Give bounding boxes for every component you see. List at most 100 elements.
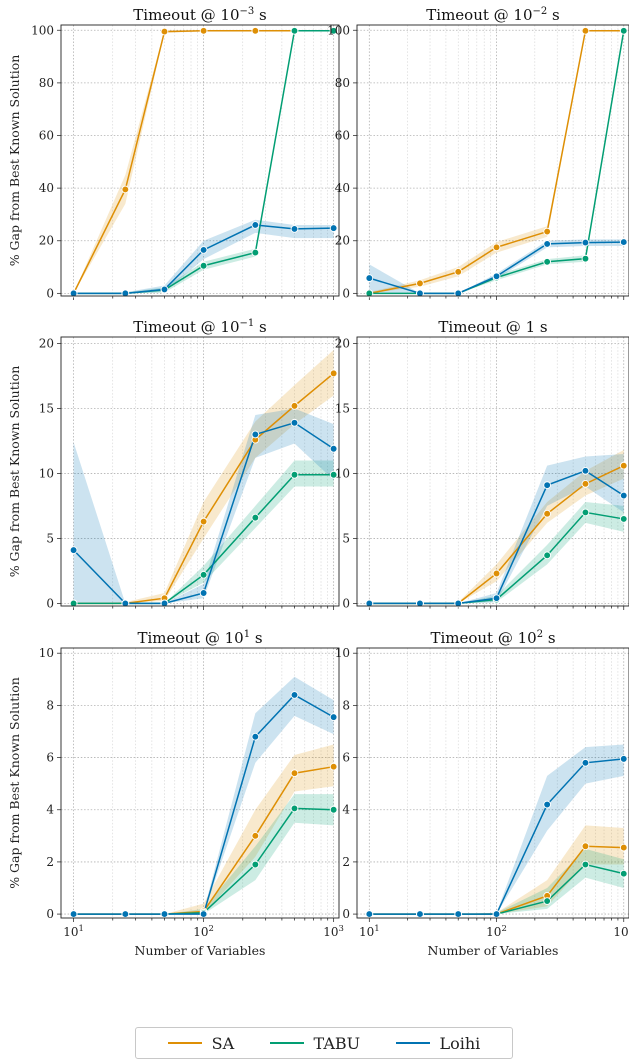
panel-3: 0 5 10 15 20 Timeout @ 10−1 s % Gap from Best … [7,318,340,610]
band-sa [73,349,334,604]
panel-4: 0 5 10 15 20 Timeout @ 1 s [335,318,629,610]
panel-title: Timeout @ 10−2 s [426,6,559,24]
point-tabu [365,289,374,298]
point-tabu [199,570,208,579]
point-loihi [619,238,628,246]
y-axis-label: % Gap from Best Known Solution [7,55,22,267]
point-loihi [454,289,463,298]
band-tabu [73,794,334,915]
point-sa [581,26,590,35]
axes-frame [356,24,629,297]
y-axis-label: % Gap from Best Known Solution [7,677,22,889]
point-tabu [581,254,590,263]
y-tick-label: 10 [335,466,350,480]
point-sa [290,769,299,778]
point-loihi [454,599,463,608]
y-tick-label: 8 [342,698,350,712]
point-loihi [69,546,78,554]
point-loihi [329,224,338,232]
axes-frame [60,24,340,297]
point-loihi [199,910,208,918]
legend-label-sa: SA [211,1033,235,1053]
point-loihi [365,910,374,918]
point-loihi [543,800,552,809]
x-tick-label: 101 [63,924,84,939]
band-sa [73,744,334,915]
y-tick-label: 15 [335,401,350,415]
point-loihi [160,285,169,294]
point-sa [454,267,463,276]
legend: SA TABU Loihi [135,1027,513,1059]
point-tabu [251,513,260,522]
plot-area [369,744,624,915]
y-tick-label: 6 [342,751,350,765]
point-sa [581,479,590,488]
point-tabu [581,860,590,869]
point-loihi [416,599,424,608]
panel-title: Timeout @ 101 s [137,629,262,647]
band-tabu [73,460,334,604]
x-tick-label: 103 [613,924,629,939]
y-tick-label: 100 [327,23,350,37]
point-sa [416,279,424,288]
point-loihi [199,246,208,254]
point-sa [619,461,628,470]
point-loihi [365,274,374,282]
y-tick-label: 80 [335,76,350,90]
panel-2: 0 20 40 60 80 100 Timeout @ 10−2 s [327,6,629,300]
y-tick-label: 0 [46,596,54,610]
y-tick-label: 5 [342,531,350,545]
point-sa [290,402,299,410]
point-sa [121,185,130,194]
point-tabu [543,551,552,560]
point-loihi [251,221,260,229]
point-loihi [251,430,260,439]
point-tabu [619,869,628,878]
y-tick-label: 40 [39,181,54,195]
legend-line-sa [167,1042,202,1044]
y-tick-label: 4 [46,803,54,817]
point-loihi [199,589,208,597]
panel-title: Timeout @ 1 s [438,318,547,336]
y-tick-label: 60 [335,129,350,143]
axes-frame [356,647,629,919]
gridlines [353,648,629,922]
y-tick-label: 4 [342,803,350,817]
point-tabu [619,515,628,523]
point-loihi [543,481,552,489]
point-tabu [251,860,260,869]
legend-label-tabu: TABU [313,1033,361,1053]
y-tick-label: 40 [335,181,350,195]
y-tick-label: 0 [46,286,54,300]
band-sa [369,825,624,915]
point-sa [581,842,590,851]
x-axis-label: Number of Variables [135,943,266,958]
point-loihi [492,272,501,281]
point-loihi [581,758,590,767]
point-loihi [619,755,628,763]
point-loihi [160,599,169,608]
y-tick-label: 10 [39,466,54,480]
legend-item-loihi: Loihi [395,1034,480,1053]
gridlines [57,25,339,300]
panel-5: 0 2 4 6 8 10 Timeout @ 101 s % Gap from Best Kn… [7,629,344,958]
point-tabu [329,26,338,35]
panel-title: Timeout @ 10−1 s [133,318,266,336]
point-tabu [543,257,552,266]
gridlines [353,25,629,300]
point-loihi [416,910,424,918]
y-tick-label: 6 [46,751,54,765]
point-loihi [290,691,299,699]
point-loihi [290,418,299,427]
point-loihi [121,289,130,298]
point-loihi [416,289,424,298]
panel-title: Timeout @ 102 s [430,629,555,647]
legend-line-tabu [269,1042,304,1044]
axes-frame [356,336,629,607]
band-loihi [73,676,334,915]
point-loihi [492,594,501,603]
point-loihi [365,599,374,608]
point-loihi [121,910,130,918]
point-loihi [581,467,590,475]
point-loihi [454,910,463,918]
